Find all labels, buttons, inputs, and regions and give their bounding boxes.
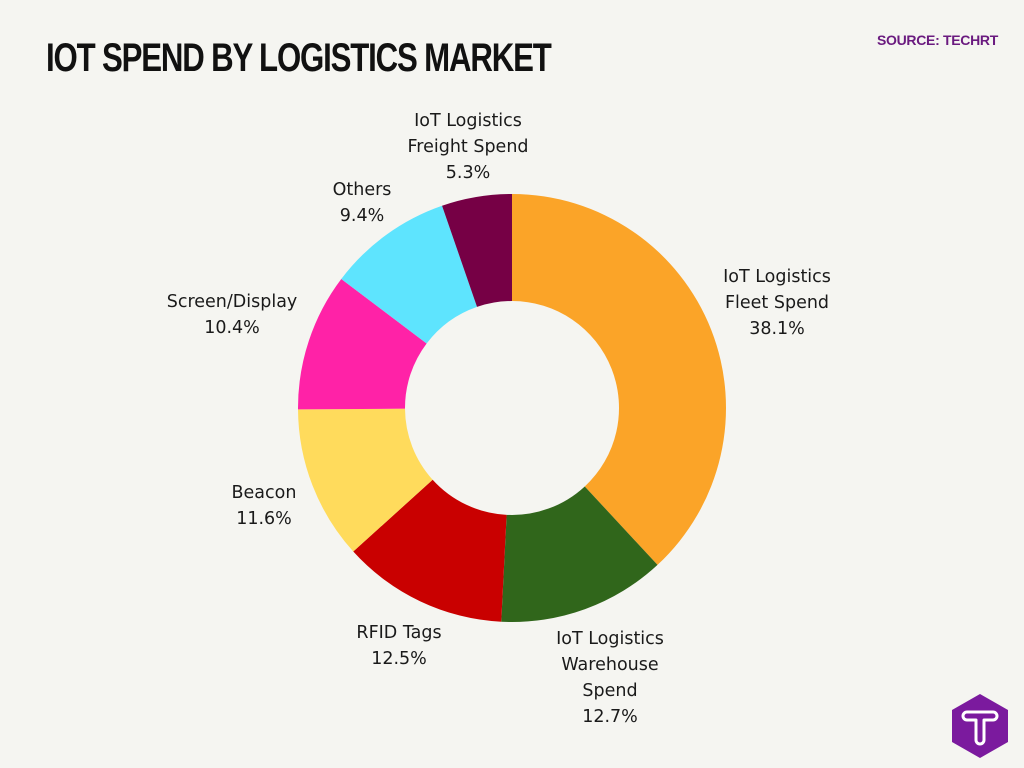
label-warehouse-spend: IoT Logistics Warehouse Spend 12.7% bbox=[556, 629, 664, 727]
label-rfid-tags: RFID Tags 12.5% bbox=[356, 623, 442, 669]
label-beacon: Beacon 11.6% bbox=[231, 483, 297, 529]
techrt-logo-icon bbox=[952, 694, 1008, 758]
source-label: SOURCE: TECHRT bbox=[876, 32, 998, 48]
slice-beacon bbox=[298, 408, 433, 552]
slice-screen-display bbox=[298, 278, 427, 410]
label-screen-display: Screen/Display 10.4% bbox=[166, 292, 298, 338]
slice-others bbox=[341, 205, 478, 344]
slice-iot-logistics-warehouse-spend bbox=[501, 486, 658, 623]
label-freight-spend: IoT Logistics Freight Spend 5.3% bbox=[407, 111, 529, 183]
label-others: Others 9.4% bbox=[332, 180, 392, 226]
slice-iot-logistics-freight-spend bbox=[442, 194, 512, 307]
slice-iot-logistics-fleet-spend bbox=[512, 194, 726, 565]
slice-rfid-tags bbox=[353, 479, 507, 622]
chart-title: IOT SPEND BY LOGISTICS MARKET bbox=[46, 36, 552, 80]
label-fleet-spend: IoT Logistics Fleet Spend 38.1% bbox=[723, 267, 831, 339]
